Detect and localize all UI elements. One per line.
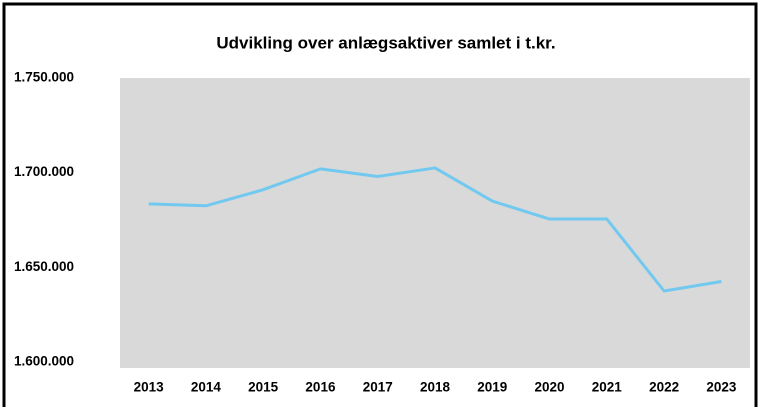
x-tick-label: 2023	[706, 380, 737, 395]
y-tick-label: 1.600.000	[14, 354, 74, 369]
x-tick-label: 2015	[248, 380, 279, 395]
x-tick-label: 2017	[363, 380, 393, 395]
x-tick-label: 2013	[134, 380, 165, 395]
x-tick-label: 2014	[191, 380, 222, 395]
x-tick-label: 2016	[305, 380, 336, 395]
data-line	[148, 166, 722, 293]
chart-title: Udvikling over anlægsaktiver samlet i t.…	[216, 33, 555, 52]
x-tick-label: 2022	[649, 380, 679, 395]
y-tick-label: 1.700.000	[14, 164, 74, 179]
plot-area	[120, 78, 750, 368]
y-tick-label: 1.650.000	[14, 259, 74, 274]
x-tick-label: 2019	[477, 380, 507, 395]
x-tick-label: 2020	[535, 380, 565, 395]
x-tick-label: 2018	[420, 380, 451, 395]
y-tick-label: 1.750.000	[14, 70, 74, 85]
x-tick-label: 2021	[592, 380, 623, 395]
